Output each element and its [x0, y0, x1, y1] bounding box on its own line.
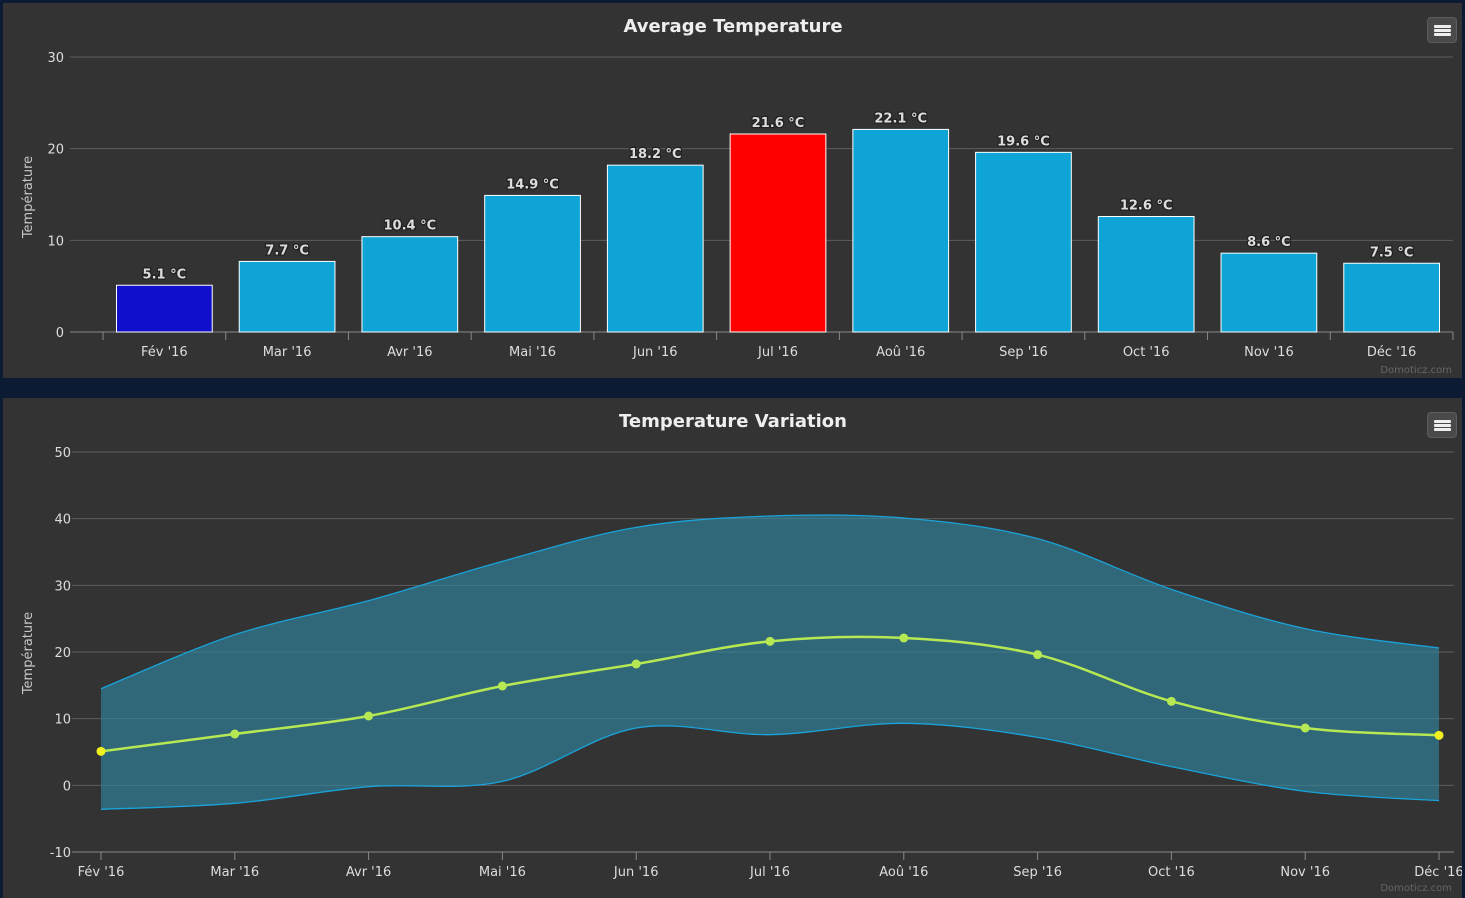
credits-link[interactable]: Domoticz.com	[1380, 883, 1452, 894]
x-tick-label: Avr '16	[387, 345, 432, 360]
chart-menu-button[interactable]	[1427, 17, 1457, 43]
data-label: 8.6 °C	[1247, 235, 1291, 250]
x-tick-label: Oct '16	[1148, 865, 1195, 880]
y-tick-label: 0	[56, 326, 64, 341]
x-tick-label: Oct '16	[1123, 345, 1170, 360]
bar	[238, 260, 336, 333]
y-tick-label: -10	[50, 846, 71, 861]
x-tick-label: Jun '16	[632, 345, 678, 360]
range-area	[101, 514, 1439, 810]
y-tick-label: 10	[47, 234, 64, 249]
bar	[606, 164, 704, 333]
y-tick-label: 20	[47, 143, 64, 158]
bar	[116, 284, 213, 333]
x-tick-label: Nov '16	[1244, 345, 1294, 360]
data-point	[631, 659, 641, 669]
data-label: 18.2 °C	[629, 147, 682, 162]
bar	[361, 236, 459, 333]
temperature-variation-panel: Temperature Variation Température -10 0 10…	[3, 398, 1462, 898]
y-axis-title: Température	[21, 156, 36, 239]
data-point	[364, 711, 374, 721]
data-point	[765, 636, 775, 646]
data-label: 21.6 °C	[752, 116, 805, 131]
x-tick-label: Déc '16	[1367, 345, 1416, 360]
bar	[1343, 262, 1440, 333]
data-label: 10.4 °C	[383, 219, 436, 234]
x-tick-label: Nov '16	[1280, 865, 1330, 880]
y-tick-label: 30	[54, 579, 71, 594]
y-axis-title: Température	[21, 612, 36, 695]
range-high-line	[100, 514, 1440, 690]
bar	[484, 194, 581, 333]
x-tick-label: Mar '16	[210, 865, 259, 880]
bar	[852, 128, 950, 333]
y-tick-label: 50	[54, 446, 71, 461]
data-point	[1033, 650, 1043, 660]
x-tick-label: Mar '16	[263, 345, 312, 360]
y-tick-label: 10	[54, 713, 71, 728]
temperature-variation-chart: Temperature Variation Température -10 0 10…	[21, 411, 1462, 894]
x-tick-label: Mai '16	[479, 865, 526, 880]
data-point	[96, 746, 106, 756]
x-tick-label: Fév '16	[141, 345, 188, 360]
data-label: 7.7 °C	[265, 243, 309, 258]
data-point	[899, 633, 909, 643]
x-tick-label: Sep '16	[999, 345, 1048, 360]
data-label: 12.6 °C	[1120, 199, 1173, 214]
data-point	[1300, 723, 1310, 733]
hamburger-icon	[1434, 25, 1451, 36]
y-tick-label: 0	[63, 779, 71, 794]
data-point	[497, 681, 507, 691]
data-label: 7.5 °C	[1370, 245, 1414, 260]
x-tick-label: Jun '16	[613, 865, 659, 880]
credits-link[interactable]: Domoticz.com	[1380, 365, 1452, 376]
data-label: 14.9 °C	[506, 177, 559, 192]
x-tick-label: Jul '16	[749, 865, 790, 880]
average-temperature-panel: Average Temperature Température 0 10 20 30 …	[3, 3, 1462, 378]
data-point	[230, 729, 240, 739]
chart-title: Temperature Variation	[619, 411, 847, 432]
x-tick-label: Aoû '16	[879, 865, 928, 880]
x-tick-label: Déc '16	[1414, 865, 1462, 880]
bar	[975, 151, 1072, 333]
chart-title: Average Temperature	[623, 16, 842, 37]
data-point	[1166, 696, 1176, 706]
bar	[1097, 216, 1195, 333]
x-tick-label: Avr '16	[346, 865, 391, 880]
x-tick-label: Jul '16	[757, 345, 798, 360]
hamburger-icon	[1434, 420, 1451, 431]
chart-menu-button[interactable]	[1427, 412, 1457, 438]
y-tick-label: 40	[54, 513, 71, 528]
data-label: 19.6 °C	[997, 134, 1050, 149]
data-label: 5.1 °C	[143, 267, 187, 282]
x-tick-label: Fév '16	[78, 865, 125, 880]
range-low-line	[100, 722, 1440, 810]
x-tick-label: Mai '16	[509, 345, 556, 360]
x-tick-label: Sep '16	[1013, 865, 1062, 880]
data-point	[1434, 730, 1444, 740]
y-tick-label: 20	[54, 646, 71, 661]
y-tick-label: 30	[47, 51, 64, 66]
x-tick-label: Aoû '16	[876, 345, 925, 360]
bar	[729, 133, 827, 333]
bar	[1220, 252, 1318, 333]
data-label: 22.1 °C	[874, 111, 927, 126]
average-temperature-chart: Average Temperature Température 0102030 …	[21, 16, 1454, 376]
